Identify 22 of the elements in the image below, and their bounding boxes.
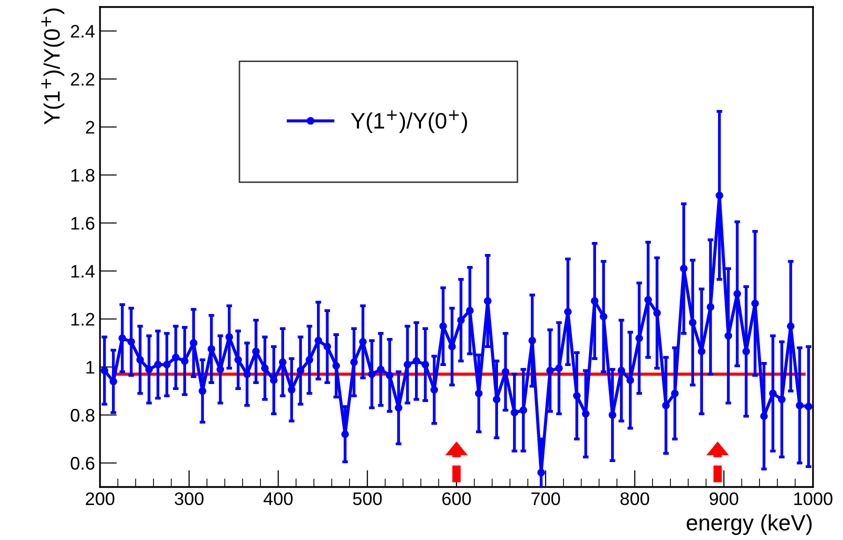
y-tick-label: 1.6 [71,216,94,230]
y-tick-label: 2.2 [70,72,94,86]
y-tick-label: 2 [86,120,94,134]
x-tick-label: 800 [620,492,650,506]
y-tick-label: 0.6 [70,456,94,470]
x-tick-label: 500 [353,492,382,506]
y-axis-title: Y(1$^{+}$)/Y(0$^{+}$) [41,8,64,125]
x-tick-label: 1000 [794,492,832,506]
x-tick-label: 200 [86,492,114,506]
y-tick-label: 1.2 [71,312,94,326]
x-tick-label: 300 [174,492,204,506]
x-tick-label: 600 [442,492,471,506]
legend-label: Y(1$^{+}$)/Y(0$^{+}$) [351,110,468,134]
x-tick-label: 400 [264,492,293,506]
y-tick-label: 0.8 [70,408,94,422]
x-axis-title: energy (keV) [686,514,812,535]
y-tick-label: 1 [86,361,94,374]
x-tick-label: 900 [710,492,738,506]
y-tick-label: 2.4 [70,24,95,38]
y-tick-label: 1.8 [71,168,94,182]
y-tick-label: 1.4 [71,265,95,278]
x-tick-label: 700 [531,492,560,506]
